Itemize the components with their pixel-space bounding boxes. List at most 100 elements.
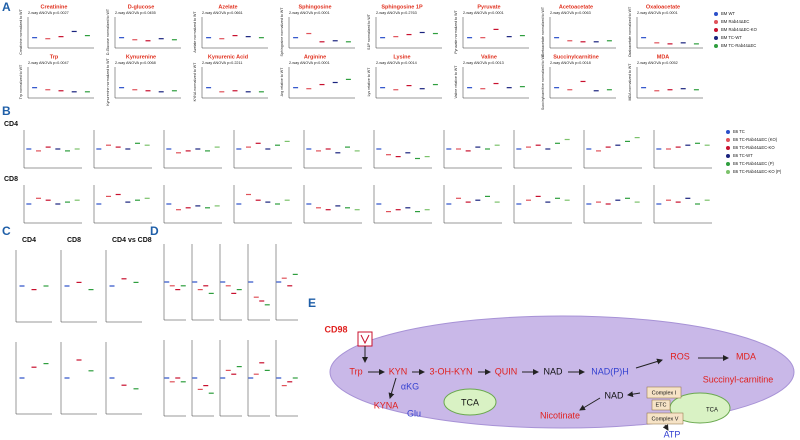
mean-mark (380, 37, 386, 39)
node: Complex I (652, 390, 677, 396)
arrow (635, 358, 663, 369)
axis (93, 130, 152, 169)
mean-mark (259, 362, 265, 364)
column-title: CD8 (67, 237, 81, 244)
mean-mark (145, 40, 151, 42)
mean-mark (446, 148, 452, 150)
node: NAD(P)H (591, 366, 629, 376)
axis (15, 342, 52, 415)
mean-mark (43, 363, 49, 365)
mean-mark (133, 281, 139, 283)
mean-mark (535, 195, 541, 197)
mean-mark (641, 37, 647, 39)
mean-mark (125, 201, 131, 203)
mean-mark (88, 289, 94, 291)
mean-mark (615, 144, 621, 146)
mean-mark (214, 205, 220, 207)
mean-mark (208, 292, 214, 294)
arrow (579, 397, 601, 411)
panel-label: B (2, 104, 11, 118)
axis (275, 340, 298, 417)
node: TCA (706, 408, 718, 414)
node: αKG (401, 381, 419, 391)
mean-mark (175, 377, 181, 379)
y-axis-label: Succinylcarnitine normalized to WT (541, 53, 545, 110)
plot-title: Creatinine (41, 4, 68, 10)
mean-mark (236, 148, 242, 150)
mean-mark (220, 377, 226, 379)
panel-label: D (150, 224, 159, 238)
mean-mark (586, 203, 592, 205)
legend-swatch (714, 44, 718, 48)
axis (583, 130, 642, 169)
plot-title: Lysine (393, 54, 410, 60)
mean-mark (115, 146, 121, 148)
complex-box (646, 386, 682, 399)
axis (163, 185, 222, 224)
mean-mark (480, 37, 486, 39)
axis (513, 130, 572, 169)
y-axis-label: Arg relative to WT (280, 67, 284, 97)
mean-mark (275, 144, 280, 146)
mean-mark (206, 37, 212, 39)
column-title: CD4 vs CD8 (112, 237, 152, 244)
mean-mark (593, 41, 599, 43)
legend-entry: B6 TC-WT (733, 153, 753, 158)
mean-mark (480, 88, 486, 90)
mean-mark (395, 156, 401, 158)
mean-mark (175, 289, 181, 291)
legend-entry: B6 TC-Rab44ΔEC (KO) (733, 137, 778, 142)
mean-mark (424, 209, 430, 211)
legend-entry: BM Rab44ΔEC-KO (721, 27, 758, 32)
axis (303, 185, 362, 224)
stat-text: 2-way ANOVA p<0.0001 (463, 11, 504, 15)
y-axis-label: Kynurenine normalized to WT (106, 58, 110, 106)
mean-mark (258, 91, 264, 93)
mean-mark (176, 152, 181, 154)
mean-mark (564, 199, 570, 201)
y-axis-label: Pyruvate normalized to WT (454, 10, 458, 54)
mean-mark (225, 369, 231, 371)
legend-entry: BM TC-WT (721, 35, 742, 40)
mean-mark (125, 148, 131, 150)
mitochondrion (443, 388, 497, 416)
mean-mark (169, 381, 175, 383)
axis (375, 67, 442, 99)
mean-mark (88, 370, 94, 372)
mean-mark (166, 203, 172, 205)
stat-text: 2-way ANOVA p=0.0027 (28, 11, 69, 15)
node: ETC (656, 402, 667, 408)
mean-mark (516, 203, 522, 205)
axis (114, 17, 181, 49)
mean-mark (96, 203, 102, 205)
mean-mark (31, 366, 37, 368)
mean-mark (393, 36, 399, 38)
node: MDA (736, 351, 756, 361)
mean-mark (231, 373, 237, 375)
mean-mark (71, 30, 77, 33)
stat-text: 2-way ANOVA p=0.0455 (115, 11, 156, 15)
mean-mark (133, 388, 139, 390)
mean-mark (406, 85, 412, 87)
mean-mark (231, 292, 237, 294)
stat-text: 2-way ANOVA p=0.0052 (637, 61, 678, 65)
mean-mark (185, 207, 191, 209)
mean-mark (245, 91, 251, 93)
stat-text: 2-way ANOVA p<0.0001 (289, 11, 330, 15)
mean-mark (415, 157, 420, 160)
axis (23, 185, 82, 224)
mean-mark (465, 201, 471, 203)
mean-mark (265, 201, 271, 203)
axis (27, 67, 94, 99)
mean-mark (45, 89, 51, 91)
row-label: CD8 (4, 176, 18, 183)
mean-mark (45, 199, 51, 201)
mean-mark (36, 150, 41, 152)
mean-mark (232, 35, 238, 37)
mean-mark (405, 207, 411, 209)
mean-mark (564, 138, 570, 141)
mean-mark (704, 199, 710, 201)
mean-mark (32, 37, 38, 39)
axis (233, 130, 292, 169)
mean-mark (135, 142, 140, 144)
